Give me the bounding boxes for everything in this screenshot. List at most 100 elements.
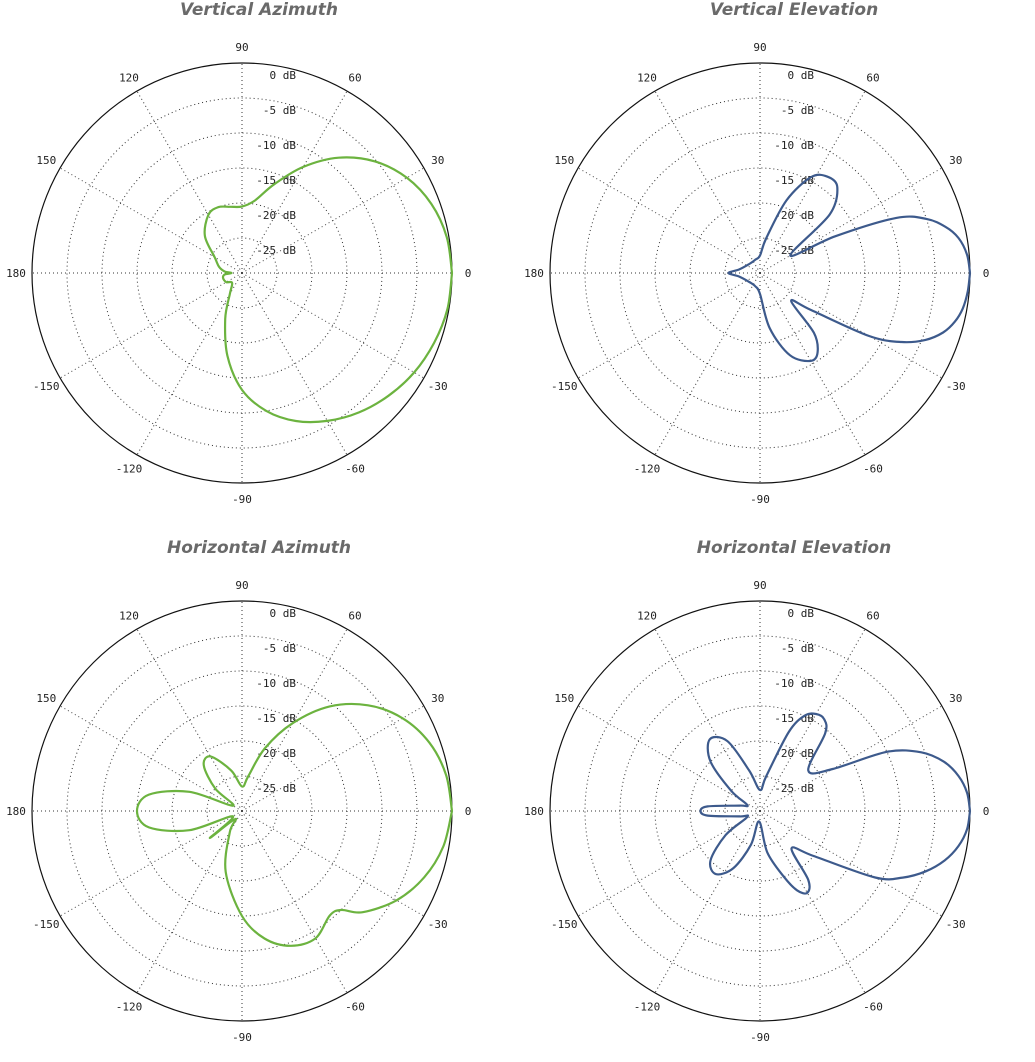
grid-ring	[689, 740, 831, 882]
db-ring-label: -10 dB	[774, 677, 814, 690]
grid-spoke	[136, 90, 243, 274]
grid-spoke	[759, 272, 943, 379]
db-ring-label: -20 dB	[774, 209, 814, 222]
grid-spoke	[654, 810, 761, 994]
db-ring-label: 0 dB	[270, 69, 297, 82]
angle-tick-label: -60	[345, 1001, 365, 1014]
grid-ring	[724, 775, 796, 847]
grid-ring	[689, 202, 831, 344]
db-ring-label: -10 dB	[774, 139, 814, 152]
db-ring-label: -15 dB	[774, 174, 814, 187]
angle-tick-label: -30	[428, 918, 448, 931]
angle-tick-label: 0	[983, 805, 990, 818]
angle-tick-label: -90	[232, 493, 252, 506]
polar-panel-horizontal-elevation: Horizontal Elevation 0 30 60 90 120 150 180 -15…	[518, 538, 1035, 1062]
angle-tick-label: 30	[949, 154, 962, 167]
grid-spoke	[654, 628, 761, 812]
grid-ring	[206, 237, 278, 309]
angle-tick-label: -90	[750, 493, 770, 506]
grid-spoke	[577, 272, 761, 379]
db-ring-label: -5 dB	[263, 104, 296, 117]
grid-ring	[171, 740, 313, 882]
angle-tick-label: -150	[33, 918, 60, 931]
angle-tick-label: -120	[634, 463, 661, 476]
db-ring-label: -20 dB	[774, 747, 814, 760]
angle-tick-label: 60	[866, 71, 879, 84]
angle-tick-label: -150	[551, 380, 578, 393]
db-ring-label: -15 dB	[256, 174, 296, 187]
db-ring-label: -20 dB	[256, 209, 296, 222]
grid-spoke	[241, 90, 348, 274]
angle-tick-label: 120	[637, 71, 657, 84]
grid-spoke	[241, 272, 348, 456]
pattern-trace	[727, 173, 972, 363]
angle-tick-label: -60	[863, 463, 883, 476]
db-ring-label: 0 dB	[270, 607, 297, 620]
polar-chart: 0 30 60 90 120 150 180 -150 -120 -90 -60 -30 0 dB -5 …	[524, 579, 990, 1044]
chart-title: Horizontal Elevation	[696, 538, 892, 558]
db-ring-label: 0 dB	[788, 607, 815, 620]
angle-tick-label: 120	[637, 609, 657, 622]
grid-ring	[206, 775, 278, 847]
pattern-trace	[203, 156, 454, 424]
chart-title: Vertical Elevation	[709, 0, 879, 20]
angle-tick-label: 90	[235, 579, 248, 592]
grid-spoke	[759, 810, 866, 994]
angle-tick-label: -120	[116, 1001, 143, 1014]
grid-spoke	[759, 810, 943, 917]
grid-spoke	[654, 272, 761, 456]
angle-tick-label: -60	[345, 463, 365, 476]
grid-spoke	[59, 705, 243, 812]
angle-tick-label: 60	[866, 609, 879, 622]
grid-spoke	[136, 628, 243, 812]
grid-ring	[584, 635, 936, 987]
grid-spoke	[759, 705, 943, 812]
angle-tick-label: 60	[348, 609, 361, 622]
angle-tick-label: 180	[6, 267, 26, 280]
angle-tick-label: 0	[983, 267, 990, 280]
grid-spoke	[136, 272, 243, 456]
angle-tick-label: -60	[863, 1001, 883, 1014]
angle-tick-label: -90	[750, 1031, 770, 1044]
angle-tick-label: 150	[554, 692, 574, 705]
chart-title: Horizontal Azimuth	[166, 538, 352, 558]
db-ring-label: -20 dB	[256, 747, 296, 760]
grid-spoke	[759, 272, 866, 456]
angle-tick-label: 30	[431, 692, 444, 705]
angle-tick-label: -120	[634, 1001, 661, 1014]
angle-tick-label: 0	[465, 805, 472, 818]
db-ring-label: -10 dB	[256, 677, 296, 690]
grid-spoke	[136, 810, 243, 994]
polar-panel-vertical-elevation: Vertical Elevation 0 30 60 90 120 150 180 -150 -…	[518, 0, 1035, 524]
angle-tick-label: 60	[348, 71, 361, 84]
pattern-trace	[135, 702, 454, 947]
chart-title: Vertical Azimuth	[179, 0, 338, 20]
angle-tick-label: 90	[235, 41, 248, 54]
db-ring-label: -5 dB	[781, 104, 814, 117]
grid-ring	[66, 97, 418, 449]
angle-tick-label: 90	[753, 41, 766, 54]
grid-spoke	[759, 90, 866, 274]
db-ring-label: -10 dB	[256, 139, 296, 152]
grid-spoke	[759, 167, 943, 274]
grid-spoke	[241, 810, 348, 994]
angle-tick-label: -30	[946, 380, 966, 393]
angle-tick-label: 90	[753, 579, 766, 592]
db-ring-label: -5 dB	[263, 642, 296, 655]
grid-spoke	[241, 810, 425, 917]
db-ring-label: -25 dB	[256, 244, 296, 257]
db-ring-label: 0 dB	[788, 69, 815, 82]
grid-spoke	[59, 272, 243, 379]
grid-ring	[171, 202, 313, 344]
grid-ring	[724, 237, 796, 309]
angle-tick-label: -90	[232, 1031, 252, 1044]
polar-panel-horizontal-azimuth: Horizontal Azimuth 0 30 60 90 120 150 180 -150 -…	[0, 538, 518, 1062]
db-ring-label: -25 dB	[256, 782, 296, 795]
angle-tick-label: 30	[431, 154, 444, 167]
grid-spoke	[577, 810, 761, 917]
angle-tick-label: 0	[465, 267, 472, 280]
angle-tick-label: 180	[524, 267, 544, 280]
grid-ring	[66, 635, 418, 987]
polar-panel-vertical-azimuth: Vertical Azimuth 0 30 60 90 120 150 180 -150 -12…	[0, 0, 518, 524]
grid-ring	[584, 97, 936, 449]
